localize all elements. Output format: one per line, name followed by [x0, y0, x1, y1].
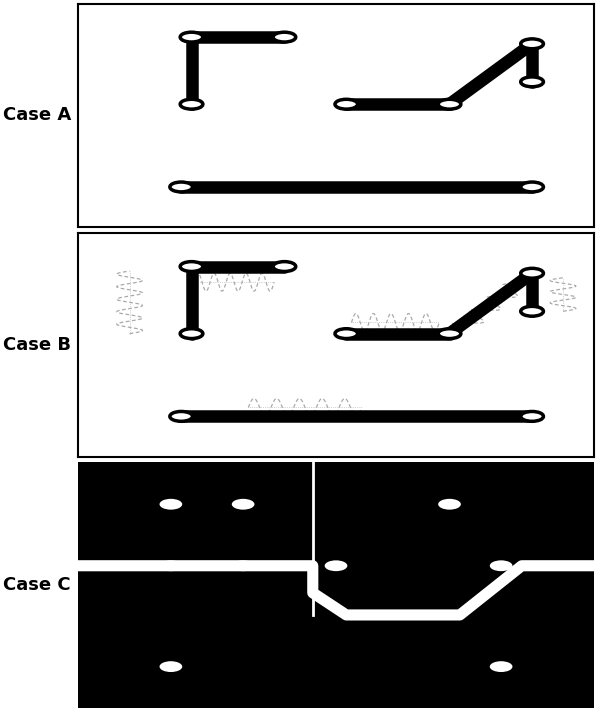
- Circle shape: [438, 329, 461, 338]
- Circle shape: [160, 499, 182, 510]
- Circle shape: [180, 261, 203, 271]
- Circle shape: [170, 412, 193, 422]
- Circle shape: [170, 182, 193, 192]
- Circle shape: [335, 99, 358, 109]
- Circle shape: [180, 32, 203, 42]
- Circle shape: [521, 77, 544, 87]
- Circle shape: [273, 261, 296, 271]
- Circle shape: [490, 661, 512, 672]
- Text: Case C: Case C: [3, 577, 71, 595]
- Circle shape: [438, 99, 461, 109]
- Circle shape: [521, 412, 544, 422]
- Circle shape: [180, 329, 203, 338]
- Circle shape: [521, 268, 544, 278]
- Circle shape: [521, 182, 544, 192]
- Circle shape: [335, 329, 358, 338]
- Circle shape: [180, 99, 203, 109]
- Circle shape: [232, 499, 254, 510]
- Circle shape: [160, 560, 182, 571]
- Text: Case A: Case A: [2, 106, 71, 125]
- Circle shape: [521, 39, 544, 48]
- Circle shape: [160, 661, 182, 672]
- Circle shape: [490, 560, 512, 571]
- Text: Case B: Case B: [3, 336, 71, 354]
- Circle shape: [438, 499, 461, 510]
- Circle shape: [273, 32, 296, 42]
- Circle shape: [521, 306, 544, 316]
- Circle shape: [232, 560, 254, 571]
- Circle shape: [325, 560, 347, 571]
